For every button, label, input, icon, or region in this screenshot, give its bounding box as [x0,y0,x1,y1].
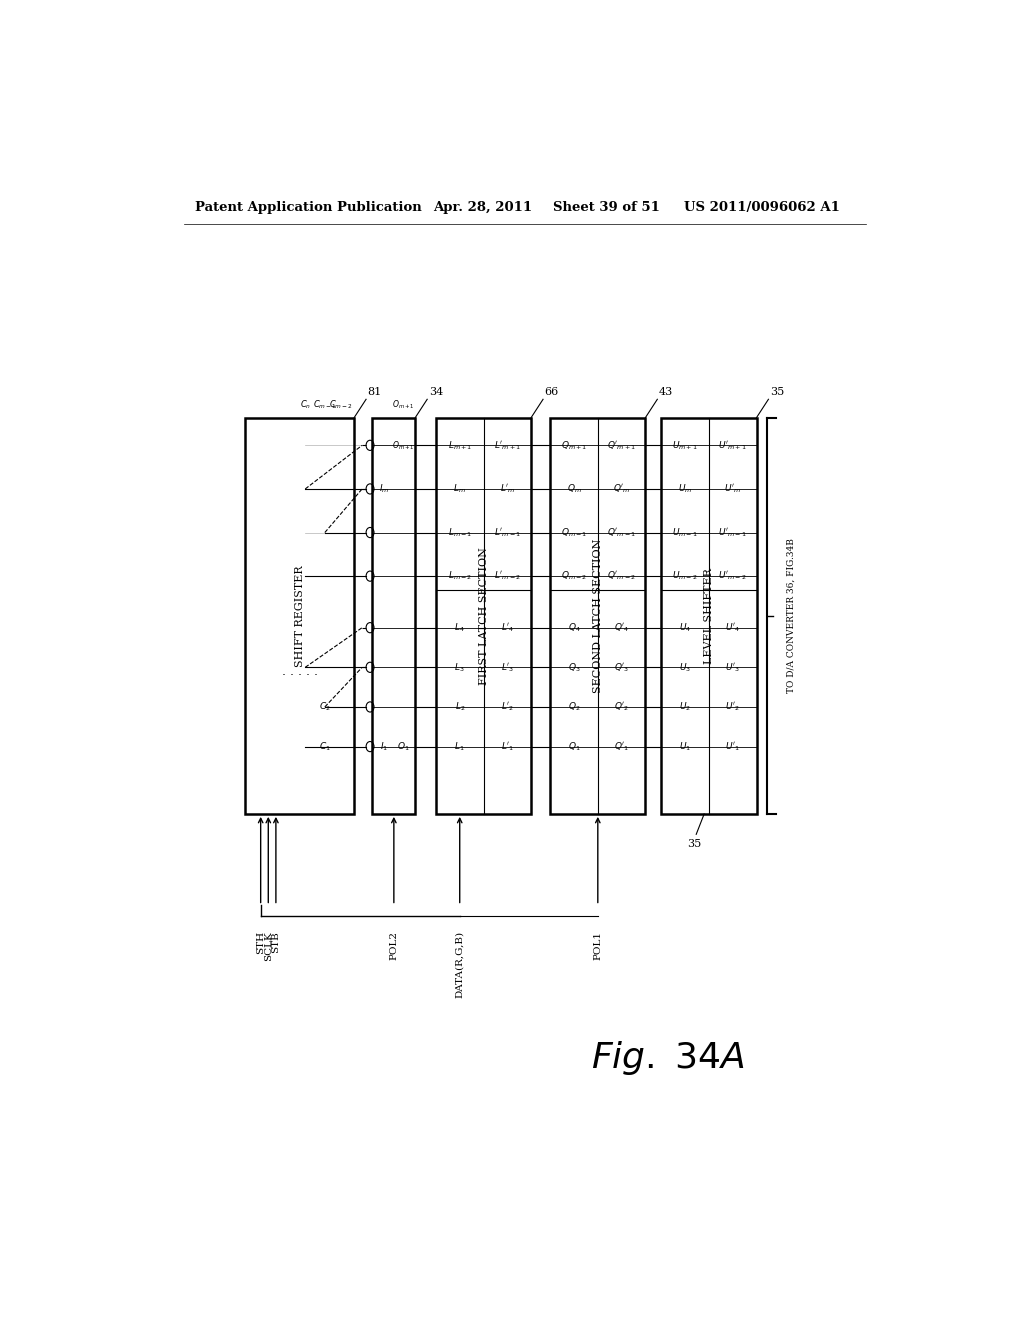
Text: $L_1$: $L_1$ [455,741,465,752]
Text: $U'_4$: $U'_4$ [725,622,740,634]
Text: $U_4$: $U_4$ [679,622,691,634]
Text: $Q'_{m+1}$: $Q'_{m+1}$ [607,440,636,451]
Bar [662,417,757,814]
Text: $L_2$: $L_2$ [455,701,465,713]
Text: Patent Application Publication: Patent Application Publication [196,201,422,214]
Text: 34: 34 [429,387,443,397]
Text: $Q_3$: $Q_3$ [567,661,581,673]
Text: $U'_3$: $U'_3$ [725,661,740,673]
Text: $L_{m-1}$: $L_{m-1}$ [447,527,472,539]
Text: $L'_1$: $L'_1$ [501,741,514,752]
Bar [246,417,354,814]
Text: 43: 43 [658,387,673,397]
Text: $Q_2$: $Q_2$ [567,701,581,713]
Text: $Q'_3$: $Q'_3$ [614,661,630,673]
Text: $I_1$: $I_1$ [380,741,388,752]
Text: $Q'_m$: $Q'_m$ [612,483,631,495]
Text: SCLK: SCLK [264,931,272,961]
Text: $U'_{m-2}$: $U'_{m-2}$ [719,570,748,582]
Text: DATA(R,G,B): DATA(R,G,B) [456,931,464,998]
Text: US 2011/0096062 A1: US 2011/0096062 A1 [684,201,840,214]
Text: . . . . .: . . . . . [282,665,317,678]
Text: $Q'_1$: $Q'_1$ [614,741,630,752]
Text: $U_1$: $U_1$ [679,741,691,752]
Text: STH: STH [256,931,265,954]
Text: $Q'_4$: $Q'_4$ [613,622,630,634]
Text: TO D/A CONVERTER 36, FIG.34B: TO D/A CONVERTER 36, FIG.34B [786,539,796,693]
Text: $L'_{m-1}$: $L'_{m-1}$ [494,527,521,539]
Text: SHIFT REGISTER: SHIFT REGISTER [295,565,305,667]
Text: $Q_1$: $Q_1$ [567,741,581,752]
Bar [373,417,416,814]
Text: $O_1$: $O_1$ [397,741,410,752]
Text: $Q_{m-1}$: $Q_{m-1}$ [561,527,587,539]
Text: $L'_4$: $L'_4$ [501,622,514,634]
Text: $U_2$: $U_2$ [679,701,691,713]
Text: $O_{m+1}$: $O_{m+1}$ [392,399,415,412]
Text: $Q_4$: $Q_4$ [567,622,581,634]
Text: $O_{m+1}$: $O_{m+1}$ [392,440,415,451]
Text: $U'_m$: $U'_m$ [724,483,741,495]
Text: STB: STB [271,931,281,953]
Text: 81: 81 [368,387,382,397]
Text: $Q'_{m-2}$: $Q'_{m-2}$ [607,570,636,582]
Text: $U_3$: $U_3$ [679,661,691,673]
Text: $U'_{m+1}$: $U'_{m+1}$ [719,440,748,451]
Text: $U_{m-2}$: $U_{m-2}$ [672,570,698,582]
Text: $C_{m-2}$: $C_{m-2}$ [329,399,353,412]
Text: $L'_{m-2}$: $L'_{m-2}$ [494,570,521,582]
Text: $U'_1$: $U'_1$ [725,741,740,752]
Text: 35: 35 [687,840,701,849]
Text: POL1: POL1 [593,931,602,960]
Bar [550,417,645,814]
Text: $U_{m-1}$: $U_{m-1}$ [672,527,698,539]
Text: $L'_3$: $L'_3$ [501,661,514,673]
Text: $I_m$: $I_m$ [379,483,390,495]
Text: $L'_2$: $L'_2$ [501,701,514,713]
Text: FIRST LATCH SECTION: FIRST LATCH SECTION [478,546,488,685]
Text: $C_{m-1}$: $C_{m-1}$ [313,399,337,412]
Text: $Q_{m-2}$: $Q_{m-2}$ [561,570,587,582]
Text: Sheet 39 of 51: Sheet 39 of 51 [553,201,659,214]
Text: $L'_m$: $L'_m$ [500,483,515,495]
Text: SECOND LATCH SECTION: SECOND LATCH SECTION [593,539,603,693]
Text: $L_3$: $L_3$ [455,661,465,673]
Text: $L_{m-2}$: $L_{m-2}$ [447,570,472,582]
Text: $Q'_{m-1}$: $Q'_{m-1}$ [607,527,636,539]
Text: 66: 66 [545,387,559,397]
Text: $L_{m+1}$: $L_{m+1}$ [447,440,472,451]
Text: $U_{m+1}$: $U_{m+1}$ [672,440,698,451]
Text: $Q'_2$: $Q'_2$ [614,701,629,713]
Text: $U_m$: $U_m$ [678,483,692,495]
Text: $C_n$: $C_n$ [300,399,311,412]
Text: $Q_m$: $Q_m$ [566,483,582,495]
Text: $\it{Fig.}$ $\it{34A}$: $\it{Fig.}$ $\it{34A}$ [591,1039,744,1077]
Text: $L_4$: $L_4$ [455,622,465,634]
Text: $L_m$: $L_m$ [454,483,466,495]
Bar [436,417,531,814]
Text: $U'_2$: $U'_2$ [725,701,740,713]
Text: Apr. 28, 2011: Apr. 28, 2011 [433,201,532,214]
Text: 35: 35 [770,387,784,397]
Text: LEVEL SHIFTER: LEVEL SHIFTER [703,568,714,664]
Text: POL2: POL2 [389,931,398,960]
Text: $Q_{m+1}$: $Q_{m+1}$ [561,440,587,451]
Text: $U'_{m-1}$: $U'_{m-1}$ [719,527,748,539]
Text: $L'_{m+1}$: $L'_{m+1}$ [494,440,521,451]
Text: $C_1$: $C_1$ [318,741,331,752]
Text: $C_2$: $C_2$ [318,701,331,713]
